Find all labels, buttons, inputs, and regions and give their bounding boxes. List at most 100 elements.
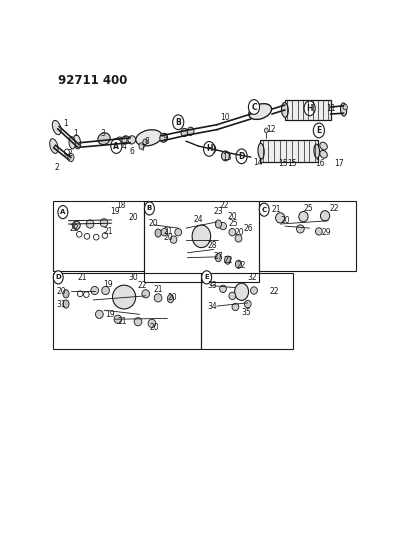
Ellipse shape	[100, 219, 108, 227]
Ellipse shape	[122, 136, 130, 144]
Text: 22: 22	[137, 281, 146, 290]
Ellipse shape	[114, 315, 122, 324]
Ellipse shape	[86, 220, 94, 228]
Text: 4: 4	[122, 142, 126, 150]
Ellipse shape	[249, 103, 272, 119]
Ellipse shape	[229, 229, 236, 236]
Text: 20: 20	[280, 216, 290, 225]
Text: 24: 24	[194, 215, 203, 224]
Text: 3: 3	[100, 129, 105, 138]
Text: 21: 21	[272, 205, 281, 214]
Text: D: D	[55, 274, 61, 280]
Bar	[53, 201, 144, 271]
Circle shape	[313, 123, 324, 138]
Ellipse shape	[187, 127, 194, 135]
Ellipse shape	[170, 236, 177, 243]
Ellipse shape	[296, 225, 304, 233]
Text: 31: 31	[57, 300, 66, 309]
Text: 22: 22	[70, 224, 79, 232]
Text: 2: 2	[68, 149, 73, 158]
Bar	[53, 273, 201, 349]
Text: 9: 9	[163, 133, 168, 142]
Ellipse shape	[316, 228, 322, 235]
Ellipse shape	[98, 133, 110, 144]
Text: 10: 10	[221, 113, 230, 122]
Circle shape	[265, 128, 268, 133]
Text: 11: 11	[326, 104, 335, 113]
Circle shape	[74, 221, 80, 229]
Ellipse shape	[113, 285, 136, 309]
Ellipse shape	[134, 318, 142, 326]
Text: A: A	[113, 142, 119, 150]
Text: 34: 34	[207, 302, 217, 311]
Text: 20: 20	[164, 232, 173, 241]
Circle shape	[235, 260, 242, 268]
Text: 6: 6	[130, 147, 134, 156]
Circle shape	[304, 101, 315, 116]
Text: E: E	[204, 274, 209, 280]
Text: 26: 26	[243, 224, 253, 232]
Ellipse shape	[69, 136, 75, 149]
Text: B: B	[147, 205, 152, 212]
Ellipse shape	[154, 294, 162, 302]
Ellipse shape	[219, 285, 227, 293]
Text: 28: 28	[207, 241, 217, 250]
Ellipse shape	[314, 144, 320, 158]
Text: 20: 20	[57, 287, 66, 296]
Text: 32: 32	[247, 273, 257, 282]
Ellipse shape	[232, 303, 239, 311]
Circle shape	[64, 149, 69, 156]
Text: 20: 20	[149, 219, 158, 228]
Bar	[201, 273, 292, 349]
Ellipse shape	[95, 310, 103, 318]
Text: 18: 18	[117, 201, 126, 210]
Text: 12: 12	[266, 125, 275, 134]
Text: 30: 30	[129, 273, 138, 282]
Text: 1: 1	[63, 119, 67, 128]
Text: A: A	[60, 209, 65, 215]
Ellipse shape	[148, 319, 156, 327]
Text: 13: 13	[222, 153, 232, 162]
Ellipse shape	[175, 229, 182, 236]
Circle shape	[259, 203, 269, 216]
Text: 14: 14	[253, 158, 263, 167]
Ellipse shape	[102, 286, 109, 295]
Circle shape	[111, 139, 122, 154]
Text: 27: 27	[214, 252, 223, 261]
Ellipse shape	[192, 225, 211, 248]
Text: 7: 7	[141, 143, 146, 152]
Ellipse shape	[91, 286, 99, 295]
Ellipse shape	[340, 103, 347, 116]
Ellipse shape	[235, 235, 242, 242]
Circle shape	[249, 100, 259, 115]
Text: C: C	[262, 207, 267, 213]
Text: 20: 20	[235, 228, 245, 237]
Text: 22: 22	[269, 287, 279, 296]
Bar	[285, 100, 331, 120]
Circle shape	[58, 206, 68, 219]
Ellipse shape	[73, 135, 81, 149]
Circle shape	[139, 143, 144, 149]
Ellipse shape	[181, 128, 188, 136]
Ellipse shape	[219, 222, 227, 230]
Text: D: D	[239, 152, 245, 161]
Text: 22: 22	[219, 201, 229, 211]
Circle shape	[68, 154, 74, 161]
Ellipse shape	[50, 139, 58, 154]
Circle shape	[236, 149, 247, 164]
Ellipse shape	[161, 229, 168, 236]
Text: 1: 1	[74, 129, 79, 138]
Text: 19: 19	[105, 310, 115, 319]
Text: 22: 22	[330, 204, 339, 213]
Ellipse shape	[320, 142, 327, 150]
Ellipse shape	[52, 120, 61, 135]
Ellipse shape	[244, 301, 251, 308]
Text: C: C	[251, 102, 257, 111]
Text: 25: 25	[303, 204, 313, 213]
Text: 17: 17	[334, 159, 344, 168]
Circle shape	[203, 142, 215, 156]
Text: 29: 29	[321, 228, 331, 237]
Text: 21: 21	[154, 285, 163, 294]
Text: 2: 2	[55, 163, 59, 172]
Text: 20: 20	[129, 213, 138, 222]
